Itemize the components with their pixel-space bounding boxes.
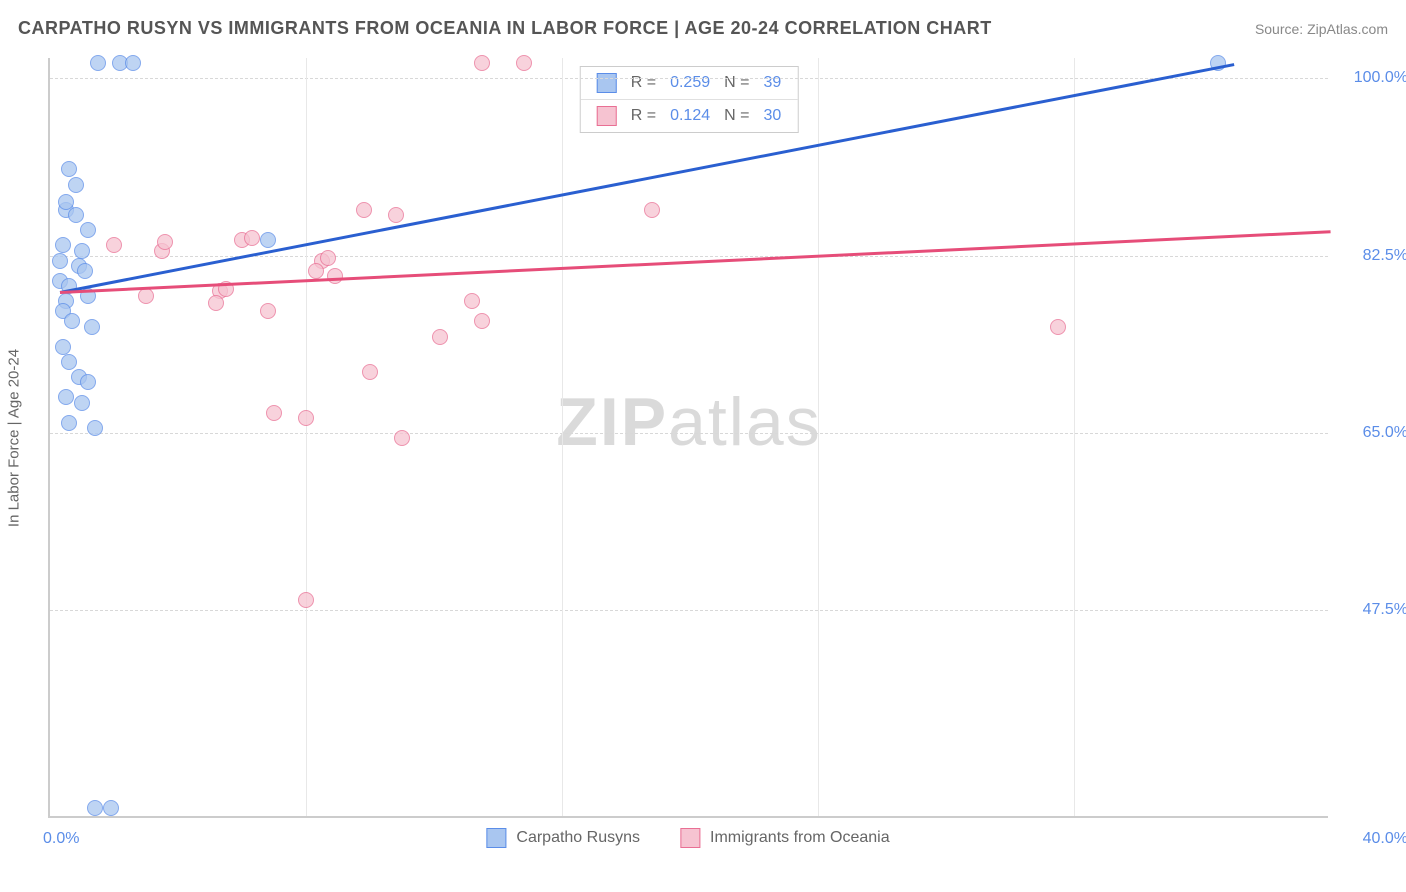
data-point [474,313,490,329]
x-tick-right: 40.0% [1363,830,1406,848]
data-point [298,410,314,426]
data-point [64,313,80,329]
data-point [516,55,532,71]
data-point [87,800,103,816]
data-point [208,295,224,311]
data-point [298,592,314,608]
gridline-v [306,58,307,816]
data-point [244,230,260,246]
data-point [58,389,74,405]
y-tick-label: 100.0% [1338,69,1406,87]
y-axis-label: In Labor Force | Age 20-24 [6,349,23,527]
n-value-a: 39 [763,74,781,92]
data-point [327,268,343,284]
data-point [138,288,154,304]
y-tick-label: 82.5% [1338,247,1406,265]
legend-swatch-a [486,828,506,848]
legend-label-a: Carpatho Rusyns [516,829,640,847]
gridline-h [50,78,1328,79]
data-point [125,55,141,71]
data-point [356,202,372,218]
data-point [80,374,96,390]
data-point [61,354,77,370]
data-point [474,55,490,71]
data-point [68,177,84,193]
data-point [87,420,103,436]
data-point [266,405,282,421]
gridline-h [50,610,1328,611]
data-point [106,237,122,253]
y-tick-label: 47.5% [1338,601,1406,619]
gridline-h [50,433,1328,434]
data-point [432,329,448,345]
chart-area: ZIPatlas R = 0.259 N = 39 R = 0.124 N = … [48,58,1328,818]
data-point [61,415,77,431]
legend-item-b: Immigrants from Oceania [680,828,890,848]
data-point [90,55,106,71]
gridline-v [818,58,819,816]
chart-title: CARPATHO RUSYN VS IMMIGRANTS FROM OCEANI… [18,18,992,39]
gridline-v [1074,58,1075,816]
data-point [1050,319,1066,335]
legend-label-b: Immigrants from Oceania [710,829,890,847]
data-point [77,263,93,279]
data-point [55,339,71,355]
data-point [308,263,324,279]
legend-swatch-b [680,828,700,848]
x-tick-left: 0.0% [43,830,79,848]
swatch-a [597,73,617,93]
plot-box: ZIPatlas R = 0.259 N = 39 R = 0.124 N = … [48,58,1328,818]
data-point [80,222,96,238]
r-value-a: 0.259 [670,74,710,92]
data-point [320,250,336,266]
data-point [84,319,100,335]
stats-row-a: R = 0.259 N = 39 [581,67,798,100]
stats-legend: R = 0.259 N = 39 R = 0.124 N = 30 [580,66,799,133]
data-point [55,237,71,253]
data-point [74,243,90,259]
bottom-legend: Carpatho Rusyns Immigrants from Oceania [486,828,889,848]
data-point [52,253,68,269]
stats-row-b: R = 0.124 N = 30 [581,100,798,132]
data-point [74,395,90,411]
swatch-b [597,106,617,126]
n-value-b: 30 [763,107,781,125]
gridline-v [562,58,563,816]
data-point [644,202,660,218]
watermark: ZIPatlas [556,383,821,461]
y-tick-label: 65.0% [1338,424,1406,442]
source-label: Source: ZipAtlas.com [1255,21,1388,37]
data-point [68,207,84,223]
data-point [260,232,276,248]
data-point [103,800,119,816]
data-point [388,207,404,223]
data-point [362,364,378,380]
data-point [260,303,276,319]
r-value-b: 0.124 [670,107,710,125]
data-point [464,293,480,309]
data-point [157,234,173,250]
data-point [61,161,77,177]
data-point [394,430,410,446]
legend-item-a: Carpatho Rusyns [486,828,640,848]
title-bar: CARPATHO RUSYN VS IMMIGRANTS FROM OCEANI… [18,18,1388,39]
